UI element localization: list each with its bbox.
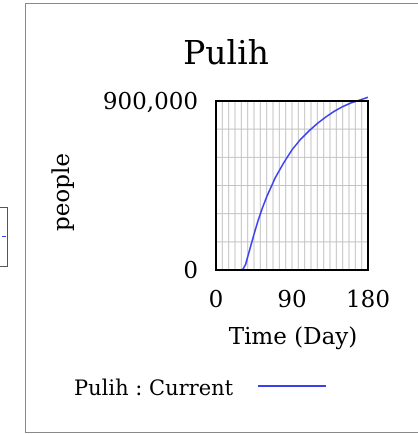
chart-panel: Pulih people 0 900,000 0 90 180 Time (Day) … [25,3,418,433]
grid [216,101,368,270]
y-tick-label: 900,000 [103,89,198,115]
partial-control-box [0,207,8,267]
plot-area [215,96,369,271]
y-axis-label: people [49,153,75,231]
x-axis-label: Time (Day) [229,324,358,350]
x-tick-label: 180 [346,287,390,313]
y-tick-labels: 0 900,000 [103,89,198,284]
plot-frame [215,100,369,271]
partial-legend-swatch [2,236,6,237]
legend-label: Pulih : Current [74,376,234,400]
x-tick-labels: 0 90 180 [209,287,390,313]
x-tick-label: 90 [277,287,306,313]
x-tick-label: 0 [209,287,224,313]
y-tick-label: 0 [183,258,198,284]
legend: Pulih : Current [74,376,326,400]
chart-title: Pulih [183,33,269,72]
